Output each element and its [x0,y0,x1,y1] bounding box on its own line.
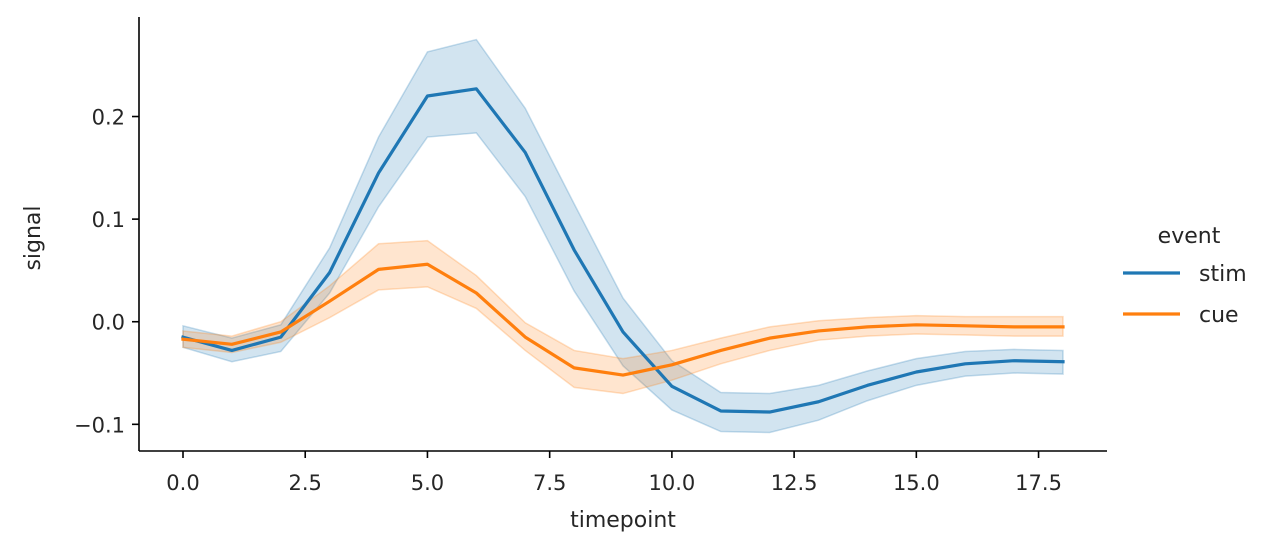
y-tick-label: 0.2 [92,106,125,130]
x-tick-label: 2.5 [289,471,322,495]
x-tick-label: 7.5 [533,471,566,495]
y-tick-label: −0.1 [74,413,125,437]
x-tick-label: 0.0 [166,471,199,495]
series-line-cue [181,262,1065,377]
ci-band-cue [182,239,1064,395]
legend-label-stim: stim [1199,262,1247,287]
y-tick-label: 0.1 [92,208,125,232]
x-tick-label: 5.0 [411,471,444,495]
x-tick-label: 15.0 [893,471,940,495]
legend: event stim cue [1123,224,1247,328]
axes [138,17,1107,452]
y-tick-label: 0.0 [92,311,125,335]
x-ticks: 0.0 2.5 5.0 7.5 10.0 12.5 15.0 17.5 [166,451,1062,495]
series-line-stim [181,87,1065,414]
series-lines [181,87,1065,414]
ci-band-stim [182,38,1064,434]
x-axis-label: timepoint [570,508,676,533]
legend-label-cue: cue [1199,303,1239,328]
legend-title: event [1158,224,1221,249]
y-axis-label: signal [21,205,46,270]
confidence-bands [182,38,1064,434]
x-tick-label: 10.0 [649,471,696,495]
y-ticks: −0.1 0.0 0.1 0.2 [74,106,139,437]
x-tick-label: 17.5 [1015,471,1062,495]
x-tick-label: 12.5 [771,471,818,495]
